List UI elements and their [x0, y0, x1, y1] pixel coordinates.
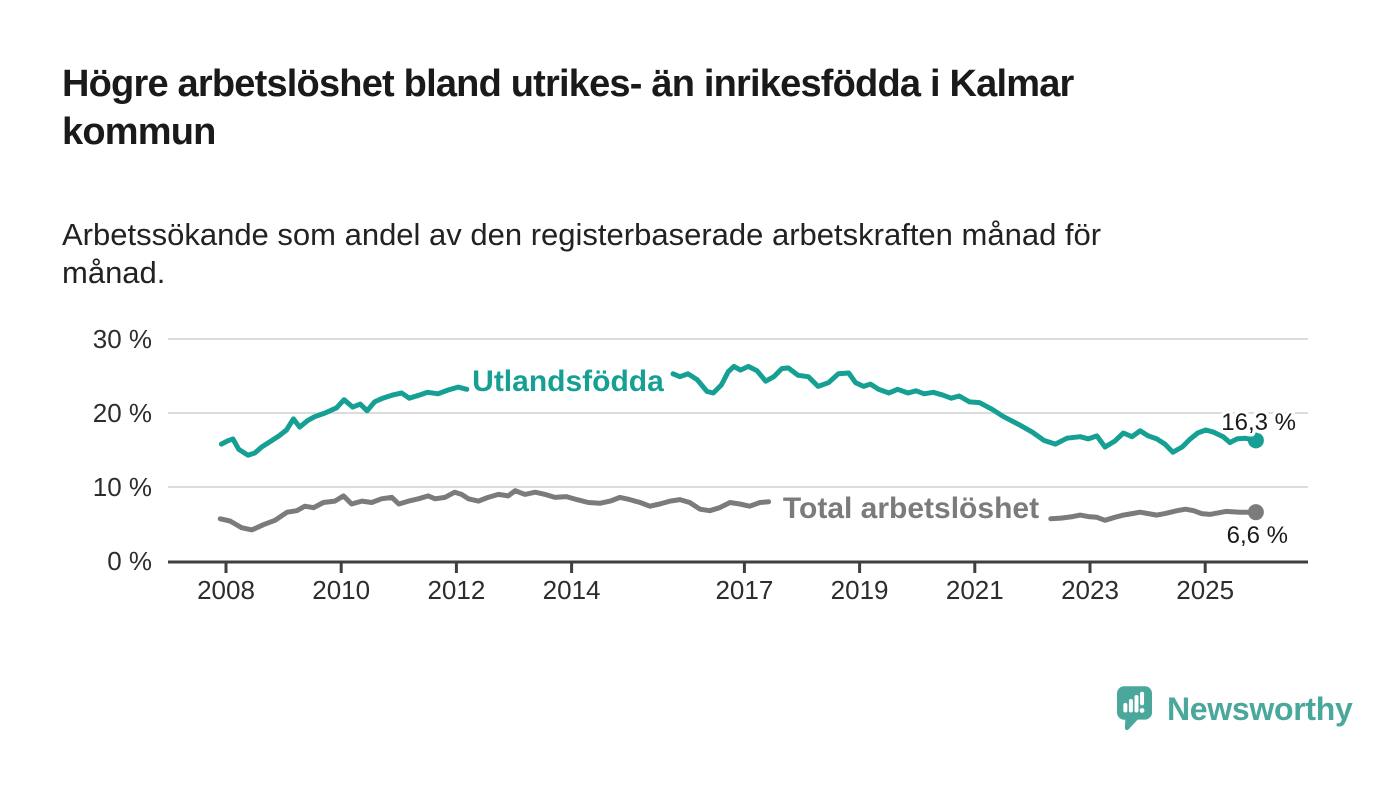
x-tick-label: 2019 [831, 575, 889, 605]
page-title-line-2: kommun [62, 111, 216, 153]
x-tick-label: 2025 [1176, 575, 1234, 605]
x-tick-label: 2008 [197, 575, 255, 605]
chart-subtitle-line-2: månad. [62, 255, 166, 290]
x-tick-label: 2023 [1061, 575, 1119, 605]
newsworthy-logo-text: Newsworthy [1167, 690, 1353, 727]
x-tick-label: 2012 [427, 575, 485, 605]
end-value-label-utlandsfodda: 16,3 % [1221, 409, 1296, 436]
series-line-1-segment-0 [217, 488, 772, 533]
page-title-line-1: Högre arbetslöshet bland utrikes- än inr… [62, 63, 1074, 105]
series-lines [217, 363, 1264, 533]
series-line-0-segment-1 [670, 363, 1259, 455]
series-label-total-arbetsloshet: Total arbetslöshet [783, 492, 1039, 525]
newsworthy-logo: Newsworthy [1117, 686, 1353, 731]
end-value-label-total: 6,6 % [1227, 522, 1288, 549]
chart-labels: Utlandsfödda Total arbetslöshet 16,3 % 6… [472, 365, 1299, 553]
series-end-dot-0 [1247, 432, 1264, 449]
y-tick-label: 10 % [93, 472, 152, 502]
series-line-0-segment-0 [218, 384, 470, 458]
chart-subtitle: Arbetssökande som andel av den registerb… [62, 216, 1101, 292]
series-line-1-segment-1 [1048, 506, 1259, 523]
series-label-utlandsfodda: Utlandsfödda [472, 365, 664, 398]
x-tick-label: 2014 [543, 575, 601, 605]
axes: 0 % 10 % 20 % 30 % 2008 2010 2012 2014 2017 2019 2… [93, 324, 1308, 605]
series-end-dot-1 [1247, 504, 1264, 521]
logo-bar-chart-glyph [1123, 691, 1145, 713]
page-title: Högre arbetslöshet bland utrikes- än inr… [62, 60, 1074, 156]
x-tick-label: 2017 [715, 575, 773, 605]
newsworthy-logo-icon [1117, 686, 1152, 731]
gridlines [168, 338, 1308, 488]
y-tick-label: 0 % [107, 546, 152, 576]
x-tick-label: 2021 [946, 575, 1004, 605]
x-tick-label: 2010 [312, 575, 370, 605]
y-tick-label: 30 % [93, 324, 152, 354]
chart-subtitle-line-1: Arbetssökande som andel av den registerb… [62, 217, 1102, 252]
y-tick-label: 20 % [93, 398, 152, 428]
